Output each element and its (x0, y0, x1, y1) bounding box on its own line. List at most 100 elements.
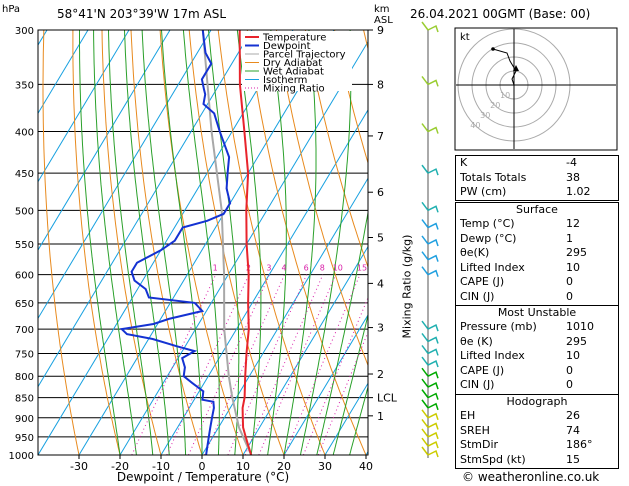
surface-row: θe(K) 295 (460, 246, 587, 259)
wind-barb (421, 367, 439, 379)
km-tick-label: 1 (377, 410, 384, 423)
isotherm-line (38, 30, 130, 183)
wet-adiabat-line (349, 385, 368, 455)
mixing-ratio-axis-label: Mixing Ratio (g/kg) (400, 234, 414, 339)
wind-barb (421, 437, 439, 449)
mixing-ratio-label: 8 (320, 264, 325, 273)
wet-adiabat-line (236, 30, 262, 455)
wet-adiabat-line (124, 30, 170, 455)
index-row-pw: PW (cm) 1.02 (460, 185, 591, 198)
surface-title: Surface (516, 203, 558, 216)
wet-adiabat-line (208, 30, 240, 455)
km-tick-label: LCL (377, 392, 398, 405)
index-row-tt: Totals Totals 38 (460, 170, 580, 184)
hodograph-trace (492, 48, 517, 86)
dry-adiabat-line (130, 30, 203, 455)
dry-adiabat-line (304, 30, 368, 269)
wind-barb (421, 219, 439, 230)
pressure-tick-label: 750 (15, 349, 34, 360)
wind-barb (421, 123, 439, 134)
wet-adiabat-line (182, 30, 220, 455)
asl-unit-label: ASL (374, 15, 393, 26)
pressure-tick-label: 500 (15, 206, 34, 217)
isotherm-line (78, 30, 335, 455)
isotherm-line (38, 30, 171, 251)
pressure-tick-label: 900 (15, 414, 34, 425)
hodograph-params-title: Hodograph (506, 395, 568, 408)
km-tick-label: 2 (377, 368, 384, 381)
wind-barb (421, 344, 439, 356)
legend-entry: Dewpoint (263, 41, 311, 52)
credit-label: © weatheronline.co.uk (462, 470, 600, 484)
dry-adiabat-line (188, 30, 285, 455)
hodo-param-row: StmDir 186° (460, 438, 593, 451)
hodograph-params-panel: Hodograph EH 26 SREH 74 StmDir 186° StmSpd … (455, 394, 619, 469)
mixing-ratio-line (188, 274, 270, 455)
temp-tick-label: -30 (70, 460, 88, 473)
wet-adiabat-line (267, 30, 287, 455)
wind-barb (421, 251, 439, 262)
surface-row: Dewp (°C) 1 (460, 231, 573, 245)
surface-row: Temp (°C) 12 (460, 217, 580, 230)
km-tick-label: 5 (377, 231, 384, 244)
legend-entry: Dry Adiabat (263, 58, 322, 69)
wet-adiabat-line (283, 30, 317, 455)
hodograph-ring-label: 40 (470, 121, 480, 130)
x-axis-title: Dewpoint / Temperature (°C) (116, 470, 290, 484)
temp-tick-label: 20 (277, 460, 291, 473)
isotherm-line (0, 30, 6, 455)
legend-entry: Wet Adiabat (263, 67, 324, 78)
wet-adiabat-line (332, 313, 368, 455)
hodograph-unit-label: kt (460, 32, 470, 43)
hodograph-ring-label: 20 (490, 101, 500, 110)
mixing-ratio-label: 25 (389, 264, 399, 273)
dry-adiabat-line (217, 30, 326, 455)
plot-frame (37, 29, 369, 456)
legend-entry: Isotherm (263, 75, 307, 86)
wind-barb (421, 399, 439, 411)
temp-tick-label: 10 (236, 460, 250, 473)
isotherm-line (38, 30, 89, 115)
wet-adiabat-line (93, 30, 137, 455)
wet-adiabat-line (141, 30, 187, 455)
hodograph-frame (454, 27, 618, 151)
km-unit-label: km (374, 4, 390, 15)
mixing-ratio-label: 15 (357, 264, 367, 273)
mixing-ratio-line (227, 274, 308, 455)
pressure-tick-label: 600 (15, 271, 34, 282)
wind-barb (421, 409, 439, 421)
wind-barb (421, 201, 439, 213)
legend-entry: Parcel Trajectory (263, 50, 346, 61)
km-tick-label: 3 (377, 322, 384, 335)
wind-barb (421, 164, 439, 176)
hodo-param-row: SREH 74 (460, 423, 580, 437)
pressure-tick-label: 650 (15, 299, 34, 310)
pressure-tick-label: 400 (15, 128, 34, 139)
mixing-ratio-label: 20 (375, 264, 385, 273)
most-unstable-panel: Most Unstable Pressure (mb) 1010 θe (K) 29… (455, 305, 619, 395)
surface-row: Lifted Index 10 (460, 260, 580, 274)
wind-barb (421, 389, 439, 400)
mixing-ratio-label: 4 (282, 264, 287, 273)
hodo-param-row: StmSpd (kt) 15 (460, 452, 580, 466)
mixing-ratio-label: 1 (213, 264, 218, 273)
wind-barb (421, 419, 439, 430)
surface-panel: Surface Temp (°C) 12 Dewp (°C) 1 θe(K) 295 … (455, 202, 619, 306)
km-tick-label: 9 (377, 24, 384, 37)
dry-adiabat-line (101, 30, 162, 455)
km-tick-label: 6 (377, 186, 384, 199)
dry-adiabat-line (275, 30, 368, 367)
series-dewpoint-line (119, 30, 232, 455)
storm-motion-marker (513, 65, 519, 71)
dry-adiabat-line (246, 30, 367, 455)
wind-barb (421, 75, 439, 87)
mixing-ratio-label: 3 (266, 264, 271, 273)
surface-row: CAPE (J) 0 (460, 275, 573, 288)
temp-tick-label: 40 (359, 460, 373, 473)
dry-adiabat-line (159, 30, 244, 455)
wet-adiabat-line (79, 30, 121, 455)
pressure-tick-label: 950 (15, 433, 34, 444)
series-parcel-trajectory-line (201, 30, 253, 455)
wind-barb (421, 21, 439, 33)
